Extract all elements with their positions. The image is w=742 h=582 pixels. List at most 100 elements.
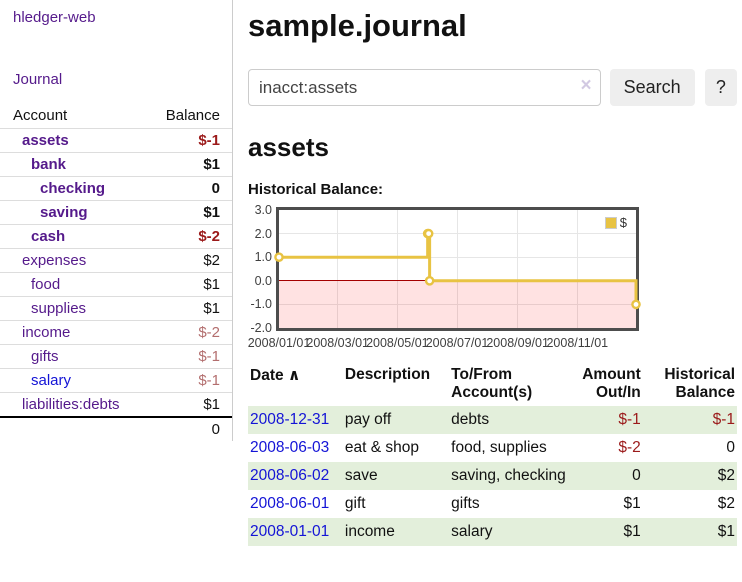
v-gridline <box>456 210 458 328</box>
data-point-marker <box>631 299 641 310</box>
v-gridline <box>576 210 578 328</box>
page-title: sample.journal <box>248 8 467 43</box>
chart-legend: $ <box>602 214 629 231</box>
transaction-accounts: salary <box>451 523 493 540</box>
account-row: liabilities:debts $1 <box>0 393 232 417</box>
register-header-row: Date ∧ Description To/From Account(s) Am… <box>248 364 737 406</box>
data-point-marker <box>274 252 284 263</box>
transaction-date-link[interactable]: 2008-01-01 <box>250 523 330 540</box>
x-axis-tick-label: 2008/07/01 <box>425 336 489 350</box>
account-link[interactable]: gifts <box>31 348 59 365</box>
transaction-row: 2008-06-02 save saving, checking 0 $2 <box>248 462 737 490</box>
account-row: bank $1 <box>0 153 232 177</box>
account-row: cash $-2 <box>0 225 232 249</box>
account-link[interactable]: supplies <box>31 300 87 317</box>
account-row: food $1 <box>0 273 232 297</box>
accounts-table: Account Balance assets $-1 bank $1 checking 0… <box>0 104 232 441</box>
balance-column-header: Balance <box>165 107 220 124</box>
transaction-balance: $2 <box>717 467 735 484</box>
transaction-description: pay off <box>344 411 392 428</box>
description-column-header[interactable]: Description <box>344 366 431 383</box>
account-link[interactable]: checking <box>40 180 106 197</box>
account-row: income $-2 <box>0 321 232 345</box>
account-row: salary $-1 <box>0 369 232 393</box>
account-balance: $-1 <box>198 372 220 389</box>
h-gridline <box>279 233 636 235</box>
v-gridline <box>337 210 339 328</box>
register-table: Date ∧ Description To/From Account(s) Am… <box>248 364 737 546</box>
v-gridline <box>396 210 398 328</box>
main-content: sample.journal × Search ? assets Histori… <box>248 0 737 546</box>
account-link[interactable]: bank <box>31 156 67 173</box>
account-link[interactable]: income <box>22 324 71 341</box>
account-link[interactable]: expenses <box>22 252 87 269</box>
transaction-date-link[interactable]: 2008-06-01 <box>250 495 330 512</box>
account-link[interactable]: food <box>31 276 61 293</box>
accounts-total-row: 0 <box>0 417 232 441</box>
account-link[interactable]: assets <box>22 132 69 149</box>
account-column-header: Account <box>13 107 68 124</box>
account-row: expenses $2 <box>0 249 232 273</box>
search-input[interactable] <box>248 69 601 106</box>
account-balance: $-1 <box>198 348 220 365</box>
account-balance: $1 <box>203 276 220 293</box>
account-heading: assets <box>248 132 329 162</box>
transaction-description: gift <box>344 495 366 512</box>
date-header-label: Date <box>250 367 284 384</box>
negative-region-fill <box>279 280 636 328</box>
transaction-date-link[interactable]: 2008-12-31 <box>250 411 330 428</box>
y-axis-tick-label: 3.0 <box>254 203 272 217</box>
transaction-date-link[interactable]: 2008-06-03 <box>250 439 330 456</box>
amount-column-header[interactable]: Amount Out/In <box>582 366 641 401</box>
transaction-description: eat & shop <box>344 439 419 456</box>
account-row: saving $1 <box>0 201 232 225</box>
account-row: assets $-1 <box>0 129 232 153</box>
legend-swatch-icon <box>604 216 617 229</box>
chart-title: Historical Balance: <box>248 181 384 198</box>
transaction-date-cell: 2008-12-31 <box>248 406 343 434</box>
transaction-date-cell: 2008-01-01 <box>248 518 343 546</box>
transaction-date-cell: 2008-06-03 <box>248 434 343 462</box>
accounts-column-header[interactable]: To/From Account(s) <box>451 366 533 401</box>
account-row: checking 0 <box>0 177 232 201</box>
transaction-accounts: saving, checking <box>451 467 566 484</box>
transaction-row: 2008-06-03 eat & shop food, supplies $-2 0 <box>248 434 737 462</box>
account-balance: 0 <box>211 180 220 197</box>
transaction-amount: $1 <box>623 523 641 540</box>
sidebar: hledger-web Journal Account Balance asse… <box>0 0 233 441</box>
account-link[interactable]: saving <box>40 204 88 221</box>
app-title-link[interactable]: hledger-web <box>0 9 232 26</box>
search-box: × <box>248 69 601 106</box>
accounts-header-row: Account Balance <box>0 104 232 129</box>
transaction-description: save <box>344 467 378 484</box>
account-link[interactable]: salary <box>31 372 72 389</box>
x-axis-tick-label: 2008/11/01 <box>546 336 609 350</box>
transaction-balance: $-1 <box>712 411 735 428</box>
search-button[interactable]: Search <box>609 69 695 106</box>
account-link[interactable]: liabilities:debts <box>22 396 120 413</box>
sidebar-item-journal[interactable]: Journal <box>0 71 232 88</box>
account-row: supplies $1 <box>0 297 232 321</box>
data-point-marker <box>424 276 435 286</box>
data-point-marker <box>423 228 434 239</box>
transaction-amount: $1 <box>623 495 641 512</box>
y-axis-tick-label: 2.0 <box>254 226 272 241</box>
transaction-row: 2008-06-01 gift gifts $1 $2 <box>248 490 737 518</box>
account-balance: $1 <box>203 204 220 221</box>
transaction-balance: 0 <box>726 439 735 456</box>
transaction-row: 2008-12-31 pay off debts $-1 $-1 <box>248 406 737 434</box>
balance-column-header[interactable]: Historical Balance <box>664 366 735 401</box>
transaction-amount: $-2 <box>618 439 641 456</box>
clear-search-icon[interactable]: × <box>580 75 592 96</box>
h-gridline <box>279 303 636 305</box>
account-balance: $1 <box>203 156 220 173</box>
help-button[interactable]: ? <box>704 69 737 106</box>
transaction-date-link[interactable]: 2008-06-02 <box>250 467 330 484</box>
chart-plot-area: $ <box>274 207 641 331</box>
historical-balance-chart: $ 3.0 2.0 1.0 0.0 -1.0 -2.0 2008/01/01 2008/03/… <box>248 202 737 352</box>
transaction-date-cell: 2008-06-01 <box>248 490 343 518</box>
transaction-balance: $2 <box>717 495 735 512</box>
account-link[interactable]: cash <box>31 228 66 245</box>
legend-series-label: $ <box>619 215 627 230</box>
date-column-header[interactable]: Date ∧ <box>248 364 343 406</box>
